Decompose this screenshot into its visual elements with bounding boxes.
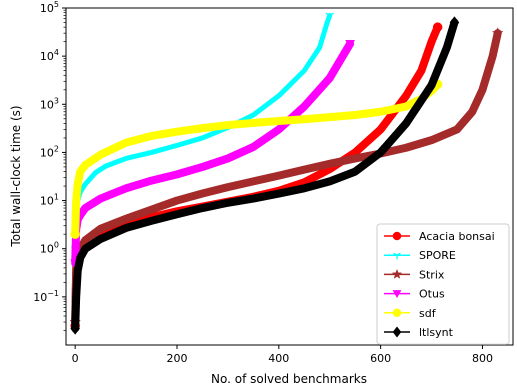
legend-label: Acacia bonsai [419,230,495,243]
legend-item: Acacia bonsai [384,230,495,243]
legend-label: SPORE [419,249,456,262]
series-start-marker [70,229,80,239]
y-tick-label: 105 [40,0,59,15]
legend-marker [393,252,401,260]
x-tick-label: 400 [268,352,289,365]
y-axis-label: Total wall-clock time (s) [9,105,23,247]
y-axis: 10−1 100 101 102 103 104 105 [33,0,66,331]
x-tick-label: 200 [166,352,187,365]
legend-label: sdf [419,307,437,320]
y-tick-label: 102 [40,144,59,159]
series-end-marker [449,16,460,29]
series-line-ltlsynt [71,18,459,333]
legend-item: sdf [384,307,437,320]
y-tick-label: 10−1 [33,289,59,304]
legend-item: SPORE [384,249,456,262]
x-axis-label: No. of solved benchmarks [211,372,367,386]
legend-box [376,223,510,345]
legend-marker [392,290,402,299]
legend-marker [392,308,402,318]
series-end-marker [491,27,504,39]
legend: Acacia bonsai SPORE Strix Otus sdf ltlsynt [376,223,510,345]
x-tick-label: 600 [370,352,391,365]
x-tick-label: 0 [72,352,79,365]
y-tick-label: 103 [40,96,59,111]
y-tick-label: 100 [40,241,59,256]
series-end-marker [432,22,443,32]
legend-item: Otus [384,288,445,301]
x-axis: 0 200 400 600 800 [72,345,493,365]
series-line-sdf [71,80,442,239]
legend-label: Otus [419,288,445,301]
x-tick-label: 800 [472,352,493,365]
legend-label: ltlsynt [419,326,454,339]
plot-frame [65,7,514,346]
y-tick-label: 104 [40,48,59,63]
legend-marker [391,268,403,279]
series-start-marker [70,322,80,335]
series-line-strix [71,29,502,327]
legend-marker [392,326,402,338]
legend-marker [392,231,402,241]
series-end-marker [345,40,356,49]
y-tick-label: 101 [40,193,59,208]
legend-item: ltlsynt [384,326,454,339]
legend-item: Strix [384,268,445,281]
legend-label: Strix [419,268,445,281]
series-end-marker [325,12,334,20]
series-curves [69,12,504,335]
